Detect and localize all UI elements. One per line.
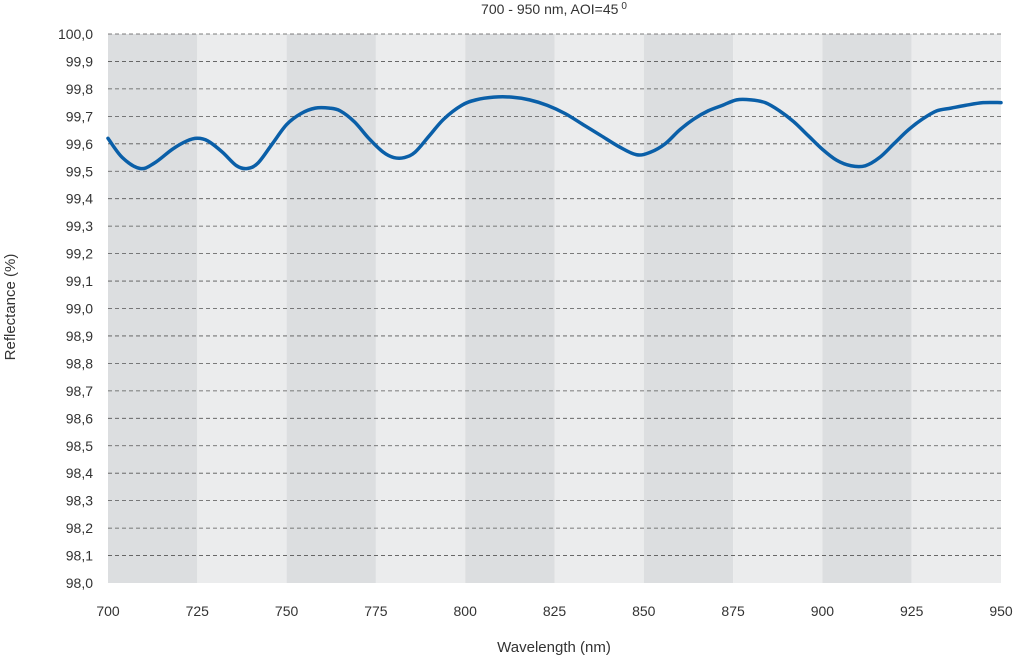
y-tick-label: 98,9 (66, 328, 93, 344)
y-tick-label: 99,5 (66, 163, 93, 179)
y-axis-title: Reflectance (%) (2, 254, 19, 361)
y-tick-label: 99,1 (66, 273, 93, 289)
x-tick-label: 875 (721, 603, 745, 619)
y-tick-label: 99,9 (66, 53, 93, 69)
y-tick-label: 99,4 (66, 191, 93, 207)
y-tick-label: 98,8 (66, 355, 93, 371)
y-tick-label: 99,6 (66, 136, 93, 152)
y-tick-label: 99,8 (66, 81, 93, 97)
y-tick-label: 99,2 (66, 246, 93, 262)
x-axis-title: Wavelength (nm) (497, 639, 611, 656)
y-tick-label: 98,6 (66, 410, 93, 426)
x-tick-label: 950 (989, 603, 1013, 619)
x-tick-label: 725 (186, 603, 210, 619)
y-tick-label: 98,0 (66, 575, 93, 591)
y-tick-labels: 98,0 98,1 98,2 98,3 98,4 98,5 98,6 98,7 98,8 98,9… (58, 26, 93, 591)
x-tick-label: 825 (543, 603, 567, 619)
y-tick-label: 98,4 (66, 465, 93, 481)
y-tick-label: 99,3 (66, 218, 93, 234)
y-tick-label: 99,7 (66, 108, 93, 124)
x-tick-label: 775 (364, 603, 388, 619)
x-tick-label: 800 (454, 603, 478, 619)
chart-title: 700 - 950 nm, AOI=45 0 (481, 1, 627, 17)
x-tick-label: 750 (275, 603, 299, 619)
y-tick-label: 98,3 (66, 493, 93, 509)
x-tick-label: 700 (96, 603, 120, 619)
x-tick-label: 850 (632, 603, 656, 619)
y-tick-label: 98,2 (66, 520, 93, 536)
y-tick-label: 98,7 (66, 383, 93, 399)
series-line (106, 95, 1003, 171)
x-tick-label: 900 (811, 603, 835, 619)
y-tick-label: 98,1 (66, 548, 93, 564)
series-group (106, 95, 1003, 171)
x-tick-labels: 700 725 750 775 800 825 850 875 900 925 950 (96, 603, 1013, 619)
y-tick-label: 99,0 (66, 301, 93, 317)
x-tick-label: 925 (900, 603, 924, 619)
grid-lines (108, 33, 1001, 556)
y-tick-label: 100,0 (58, 26, 93, 42)
y-tick-label: 98,5 (66, 438, 93, 454)
